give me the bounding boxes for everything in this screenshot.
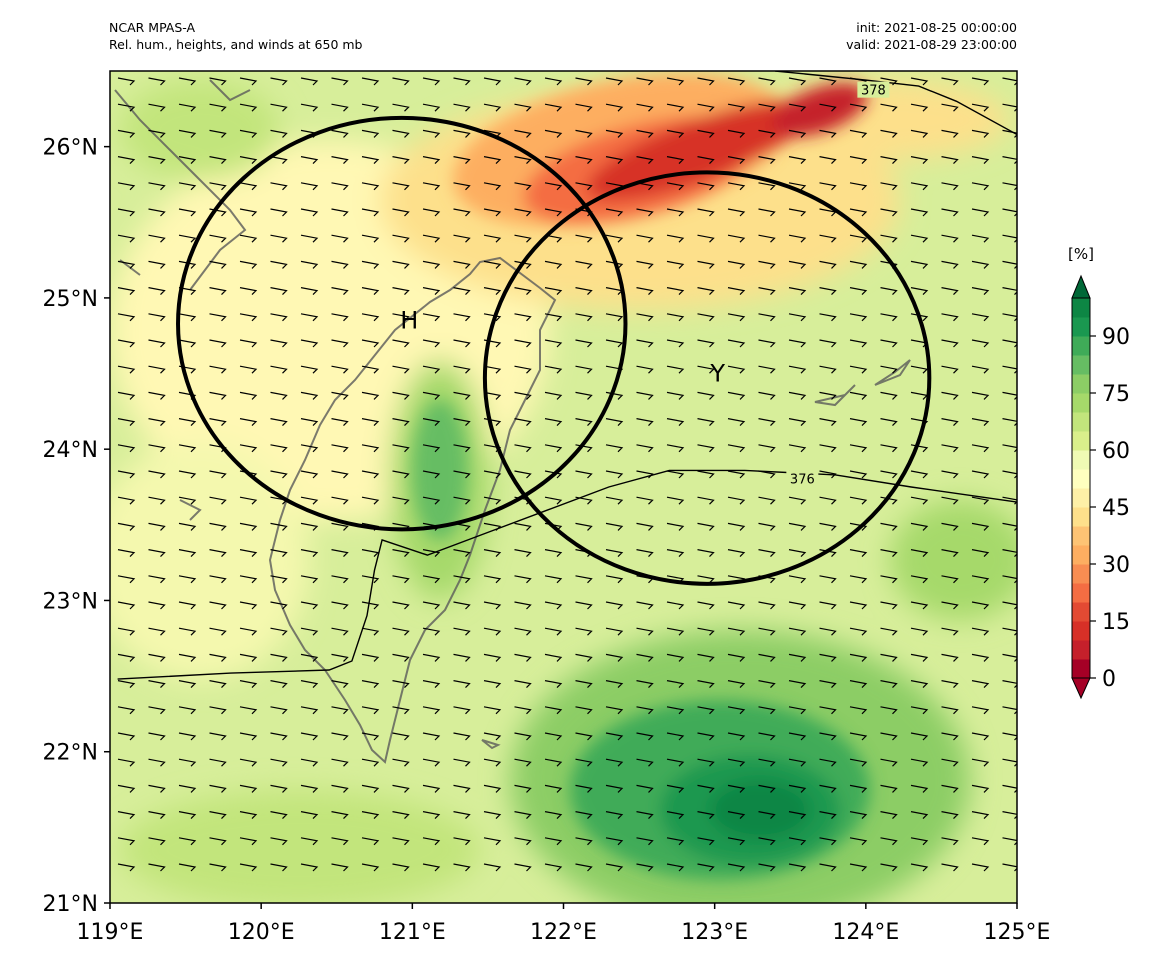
marker-H: H	[400, 307, 418, 335]
colorbar-frame	[1071, 297, 1091, 679]
chart-header-left: NCAR MPAS-A Rel. hum., heights, and wind…	[109, 19, 363, 53]
colorbar-segment	[1072, 526, 1090, 546]
humidity-field-cores	[412, 72, 870, 880]
field-description: Rel. hum., heights, and winds at 650 mb	[109, 37, 363, 52]
colorbar-segment	[1072, 412, 1090, 432]
wind-barbs	[117, 77, 1017, 872]
colorbar-segment	[1072, 336, 1090, 356]
y-tick-label: 26°N	[43, 136, 98, 161]
x-tick-label: 119°E	[77, 920, 144, 945]
colorbar-tick-label: 90	[1102, 325, 1130, 350]
colorbar-segment	[1072, 621, 1090, 641]
colorbar-segment	[1072, 488, 1090, 508]
colorbar-segment	[1072, 507, 1090, 527]
init-time: init: 2021-08-25 00:00:00	[856, 20, 1017, 35]
circle-around-Y	[482, 170, 932, 586]
y-tick-label: 25°N	[43, 287, 98, 312]
colorbar-extend-min	[1071, 677, 1091, 700]
colorbar-segment	[1072, 583, 1090, 603]
x-tick-label: 120°E	[228, 920, 295, 945]
x-tick-label: 123°E	[681, 920, 748, 945]
longitude-axis: 119°E 120°E 121°E 122°E 123°E 124°E 125°E	[77, 903, 1051, 945]
contour-label-378: 378	[861, 84, 886, 99]
y-tick-label: 21°N	[43, 892, 98, 917]
colorbar-segment	[1072, 659, 1090, 679]
colorbar-tick-label: 75	[1102, 382, 1130, 407]
marker-Y: Y	[709, 360, 725, 388]
contour-label-bg	[786, 470, 819, 487]
colorbar-segment	[1072, 602, 1090, 622]
colorbar-segment	[1072, 450, 1090, 470]
x-tick-label: 121°E	[379, 920, 446, 945]
y-tick-label: 22°N	[43, 741, 98, 766]
colorbar-segment	[1072, 355, 1090, 375]
y-tick-label: 24°N	[43, 438, 98, 463]
colorbar-segment	[1072, 317, 1090, 337]
colorbar-segment	[1072, 298, 1090, 318]
height-contour-labels: 376 378	[786, 81, 890, 487]
chart-header-right: init: 2021-08-25 00:00:00 valid: 2021-08…	[700, 19, 1017, 53]
colorbar-segment	[1072, 469, 1090, 489]
colorbar-tick-label: 45	[1102, 496, 1130, 521]
green-island	[481, 739, 501, 750]
colorbar-extend-max	[1071, 274, 1091, 299]
contour-label-376: 376	[790, 472, 815, 487]
colorbar-tick-label: 0	[1102, 667, 1116, 692]
x-tick-label: 125°E	[984, 920, 1051, 945]
fujian-coastline	[114, 79, 251, 521]
x-tick-label: 122°E	[530, 920, 597, 945]
model-name: NCAR MPAS-A	[109, 20, 196, 35]
colorbar-segment	[1072, 545, 1090, 565]
colorbar-tick-label: 15	[1102, 610, 1130, 635]
colorbar-segment	[1072, 431, 1090, 451]
colorbar-tick-label: 30	[1102, 553, 1130, 578]
wind-barb-grid	[117, 77, 1017, 872]
colorbar-tick-label: 60	[1102, 439, 1130, 464]
x-tick-label: 124°E	[832, 920, 899, 945]
y-tick-label: 23°N	[43, 589, 98, 614]
valid-time: valid: 2021-08-29 23:00:00	[846, 37, 1017, 52]
location-markers: HY	[400, 307, 725, 388]
latitude-axis: 21°N 22°N 23°N 24°N 25°N 26°N	[43, 136, 110, 917]
colorbar-segment	[1072, 374, 1090, 394]
colorbar-unit: [%]	[1068, 245, 1094, 263]
height-contour-378	[775, 71, 1017, 136]
contour-label-bg	[857, 81, 890, 98]
colorbar-segment	[1072, 564, 1090, 584]
colorbar-segment	[1072, 393, 1090, 413]
analysis-circles	[176, 115, 932, 586]
colorbar-segment	[1072, 640, 1090, 660]
circle-around-H	[176, 115, 628, 532]
colorbar: 0 15 30 45 60 75 90 [%]	[1068, 245, 1130, 700]
yaeyama-islands	[814, 359, 911, 407]
